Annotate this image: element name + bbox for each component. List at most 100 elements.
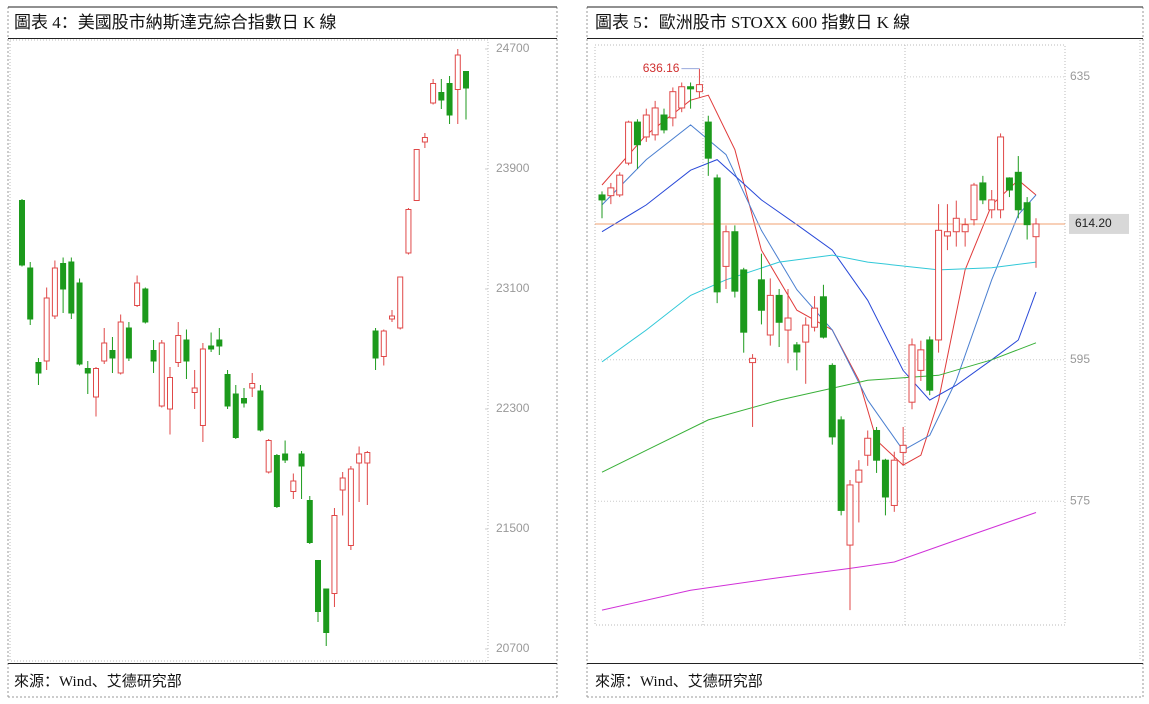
max-label: 636.16	[643, 61, 680, 75]
candle-body	[216, 339, 223, 347]
candle-body	[438, 92, 445, 101]
moving-average-line	[601, 159, 1037, 401]
candle-body	[979, 182, 987, 201]
candle-body	[175, 335, 182, 363]
candle-body	[669, 91, 677, 119]
y-tick-label: 23100	[496, 281, 530, 295]
candle-body	[740, 269, 748, 333]
plot-frame	[594, 44, 1066, 626]
candle-body	[616, 174, 624, 196]
y-tick-label: 635	[1070, 69, 1090, 83]
candle-body	[241, 398, 247, 404]
moving-average-line	[601, 512, 1037, 611]
candle-body	[290, 480, 297, 492]
candle-body	[997, 136, 1005, 211]
candle-body	[347, 468, 354, 546]
plot-frames	[9, 39, 1141, 662]
y-tick-label: 20700	[496, 641, 530, 655]
candle-body	[943, 231, 951, 237]
candle-body	[873, 429, 881, 461]
candle-body	[961, 224, 969, 233]
candle-body	[232, 393, 239, 438]
candle-body	[249, 383, 256, 389]
candle-body	[273, 455, 280, 507]
candle-body	[134, 282, 141, 306]
candle-body	[306, 500, 313, 543]
candle-body	[413, 149, 420, 201]
candle-body	[926, 339, 934, 391]
moving-average-line	[601, 342, 1037, 473]
candle-body	[837, 419, 845, 511]
candle-body	[881, 459, 889, 498]
candle-body	[651, 107, 659, 136]
candle-body	[917, 349, 925, 371]
candle-body	[282, 453, 289, 461]
candle-body	[167, 377, 173, 410]
moving-average-line	[601, 94, 1037, 466]
candle-body	[109, 350, 116, 359]
candle-body	[722, 231, 730, 267]
candle-body	[713, 177, 721, 293]
candle-body	[27, 267, 34, 320]
candle-body	[35, 362, 42, 374]
candle-body	[908, 344, 916, 403]
candle-body	[757, 279, 765, 311]
candle-body	[323, 588, 330, 633]
candle-body	[935, 229, 943, 341]
candle-body	[208, 345, 215, 350]
candle-body	[1014, 171, 1022, 211]
candle-body	[811, 307, 819, 328]
candle-body	[101, 342, 108, 362]
candle-body	[150, 350, 157, 362]
chart-title: 圖表 5：歐洲股市 STOXX 600 指數日 K 線	[595, 13, 910, 32]
candle-body	[191, 387, 198, 393]
last-price-label: 614.20	[1075, 216, 1112, 230]
candle-body	[364, 452, 371, 464]
candle-body	[633, 121, 641, 146]
candle-body	[339, 477, 346, 491]
candle-body	[687, 86, 695, 90]
candle-body	[19, 200, 25, 266]
candle-body	[766, 294, 774, 336]
candle-body	[704, 121, 712, 159]
candle-body	[463, 71, 469, 89]
candle-body	[265, 440, 272, 473]
y-tick-label: 23900	[496, 161, 530, 175]
candle-body	[890, 459, 898, 506]
moving-average-line	[601, 124, 1037, 451]
candle-body	[1005, 177, 1013, 191]
moving-average-line	[601, 254, 1037, 363]
candle-body	[117, 321, 124, 374]
candle-body	[855, 469, 863, 483]
candle-body	[298, 453, 305, 467]
candle-body	[43, 297, 50, 362]
y-tick-label: 575	[1070, 493, 1090, 507]
y-tick-label: 24700	[496, 41, 530, 55]
panel-frames	[7, 7, 1144, 698]
chart-title: 圖表 4：美國股市納斯達克綜合指數日 K 線	[14, 13, 337, 32]
candle-body	[598, 194, 606, 201]
candle-body	[405, 209, 412, 254]
candle-body	[988, 199, 996, 211]
candle-body	[899, 444, 907, 453]
candle-body	[68, 261, 75, 314]
candle-body	[660, 114, 668, 131]
plot-frame	[9, 39, 489, 662]
candle-body	[775, 294, 783, 323]
candle-body	[421, 137, 428, 143]
candle-body	[125, 327, 132, 359]
candle-body	[430, 83, 437, 104]
candle-body	[331, 515, 338, 594]
candle-body	[952, 217, 960, 233]
candle-body	[802, 324, 810, 343]
candle-body	[60, 263, 67, 290]
candle-body	[93, 368, 99, 398]
candle-body	[864, 437, 872, 456]
candle-body	[446, 83, 453, 116]
candle-body	[642, 114, 650, 138]
candle-body	[1023, 202, 1031, 226]
candle-body	[199, 348, 206, 426]
source-note: 來源：Wind、艾德研究部	[14, 672, 182, 690]
